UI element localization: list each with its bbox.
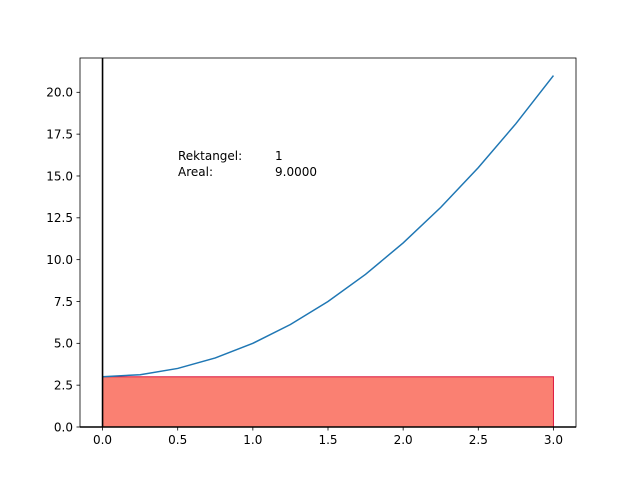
x-tick-label: 3.0 bbox=[544, 433, 563, 447]
annotation-rect-value: 1 bbox=[275, 149, 283, 163]
annotation-rect-label: Rektangel: bbox=[178, 149, 242, 163]
x-tick-label: 0.0 bbox=[93, 433, 112, 447]
y-tick-label: 12.5 bbox=[46, 211, 73, 225]
x-tick-label: 1.0 bbox=[243, 433, 262, 447]
annotation: Rektangel: 1 Areal: 9.0000 bbox=[178, 149, 317, 179]
y-tick-label: 2.5 bbox=[54, 378, 73, 392]
x-tick-label: 2.0 bbox=[394, 433, 413, 447]
series-line-1 bbox=[102, 75, 555, 378]
annotation-area-label: Areal: bbox=[178, 165, 213, 179]
y-tick-label: 0.0 bbox=[54, 420, 73, 434]
rectangles-layer bbox=[102, 376, 554, 428]
y-axis-ticks: 0.0 2.5 5.0 7.5 10.0 12.5 15.0 17.5 20.0 bbox=[46, 86, 80, 434]
y-tick-label: 10.0 bbox=[46, 253, 73, 267]
x-tick-label: 0.5 bbox=[168, 433, 187, 447]
x-tick-label: 1.5 bbox=[318, 433, 337, 447]
riemann-rectangle-1 bbox=[102, 376, 554, 428]
y-tick-label: 7.5 bbox=[54, 295, 73, 309]
x-axis-ticks: 0.0 0.5 1.0 1.5 2.0 2.5 3.0 bbox=[93, 427, 563, 447]
y-tick-label: 5.0 bbox=[54, 337, 73, 351]
series-layer bbox=[102, 75, 555, 378]
plot-area bbox=[79, 57, 577, 428]
y-tick-label: 20.0 bbox=[46, 86, 73, 100]
x-tick-label: 2.5 bbox=[469, 433, 488, 447]
annotation-area-value: 9.0000 bbox=[275, 165, 317, 179]
y-tick-label: 15.0 bbox=[46, 169, 73, 183]
y-tick-label: 17.5 bbox=[46, 127, 73, 141]
